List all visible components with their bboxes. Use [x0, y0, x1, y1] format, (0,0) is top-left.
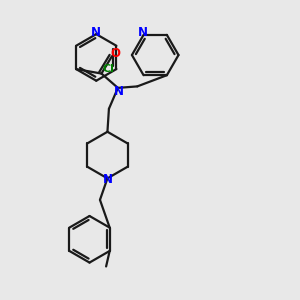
Text: N: N — [91, 26, 101, 39]
Text: N: N — [103, 173, 113, 186]
Text: N: N — [114, 85, 124, 98]
Text: N: N — [138, 26, 148, 39]
Text: Cl: Cl — [102, 64, 114, 74]
Text: O: O — [110, 47, 121, 60]
